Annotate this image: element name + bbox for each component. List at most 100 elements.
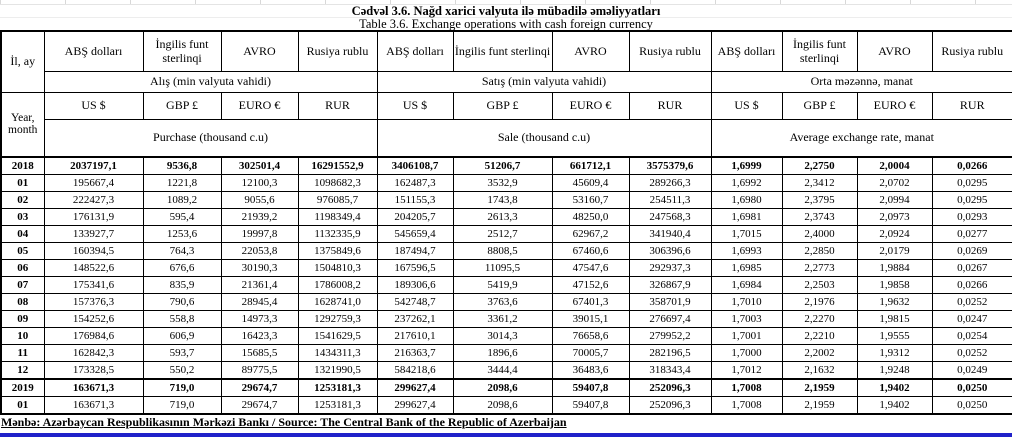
row-label: 2019 — [0, 378, 45, 397]
value-cell: 1221,8 — [142, 174, 222, 192]
value-cell: 1434311,3 — [297, 344, 378, 362]
value-cell: 2,1976 — [781, 293, 858, 311]
value-cell: 2,2773 — [781, 259, 858, 277]
code-eur-sale: EURO € — [551, 91, 630, 120]
code-usd-sale: US $ — [376, 91, 454, 120]
value-cell: 0,0252 — [931, 293, 1012, 311]
table-row: 11 162842,3 593,7 15685,5 1434311,3 216363,7 1… — [0, 344, 1012, 362]
value-cell: 163671,3 — [43, 378, 144, 397]
table-row: 06 148522,6 676,6 30190,3 1504810,3 167596,5 1… — [0, 259, 1012, 277]
value-cell: 3014,3 — [452, 327, 553, 345]
value-cell: 1,7003 — [710, 310, 783, 328]
value-cell: 1,9858 — [856, 276, 933, 294]
value-cell: 542748,7 — [376, 293, 454, 311]
col-header-eur-rate: AVRO — [856, 30, 933, 72]
value-cell: 0,0269 — [931, 242, 1012, 260]
value-cell: 292937,3 — [628, 259, 712, 277]
value-cell: 222427,3 — [43, 191, 144, 209]
value-cell: 1,7000 — [710, 344, 783, 362]
code-eur-rate: EURO € — [856, 91, 933, 120]
row-label: 02 — [0, 191, 45, 209]
value-cell: 2,0004 — [856, 156, 933, 175]
value-cell: 148522,6 — [43, 259, 144, 277]
value-cell: 2,3795 — [781, 191, 858, 209]
value-cell: 2098,6 — [452, 396, 553, 415]
value-cell: 187494,7 — [376, 242, 454, 260]
table-body: 2018 2037197,1 9536,8 302501,4 16291552,9 340… — [0, 156, 1012, 415]
value-cell: 593,7 — [142, 344, 222, 362]
value-cell: 341940,4 — [628, 225, 712, 243]
value-cell: 3361,2 — [452, 310, 553, 328]
code-usd-purchase: US $ — [43, 91, 144, 120]
value-cell: 1,7015 — [710, 225, 783, 243]
value-cell: 176131,9 — [43, 208, 144, 226]
value-cell: 1,9248 — [856, 361, 933, 380]
value-cell: 67401,3 — [551, 293, 630, 311]
value-cell: 1504810,3 — [297, 259, 378, 277]
value-cell: 0,0250 — [931, 378, 1012, 397]
value-cell: 252096,3 — [628, 396, 712, 415]
value-cell: 70005,7 — [551, 344, 630, 362]
row-label: 2018 — [0, 156, 45, 175]
row-label: 12 — [0, 361, 45, 380]
table-title-az: Cədvəl 3.6. Nağd xarici valyuta ilə müba… — [0, 5, 1012, 18]
code-eur-purchase: EURO € — [220, 91, 299, 120]
table-row: 2018 2037197,1 9536,8 302501,4 16291552,9 340… — [0, 156, 1012, 175]
value-cell: 19997,8 — [220, 225, 299, 243]
value-cell: 764,3 — [142, 242, 222, 260]
exchange-operations-table: İl, ay ABŞ dolları İngilis funt sterlinq… — [0, 30, 1012, 415]
value-cell: 584218,6 — [376, 361, 454, 380]
value-cell: 1,9632 — [856, 293, 933, 311]
row-label: 08 — [0, 293, 45, 311]
value-cell: 1321990,5 — [297, 361, 378, 380]
value-cell: 59407,8 — [551, 396, 630, 415]
value-cell: 0,0293 — [931, 208, 1012, 226]
row-label-header-az: İl, ay — [0, 30, 45, 93]
value-cell: 1,6992 — [710, 174, 783, 192]
value-cell: 14973,3 — [220, 310, 299, 328]
value-cell: 1,6984 — [710, 276, 783, 294]
value-cell: 21939,2 — [220, 208, 299, 226]
value-cell: 2,2503 — [781, 276, 858, 294]
value-cell: 676,6 — [142, 259, 222, 277]
value-cell: 0,0250 — [931, 396, 1012, 415]
value-cell: 2,0924 — [856, 225, 933, 243]
col-header-rur-rate: Rusiya rublu — [931, 30, 1012, 72]
value-cell: 2,2270 — [781, 310, 858, 328]
value-cell: 2,2210 — [781, 327, 858, 345]
code-rur-rate: RUR — [931, 91, 1012, 120]
value-cell: 318343,4 — [628, 361, 712, 380]
value-cell: 1253,6 — [142, 225, 222, 243]
value-cell: 62967,2 — [551, 225, 630, 243]
value-cell: 151155,3 — [376, 191, 454, 209]
table-row: 09 154252,6 558,8 14973,3 1292759,3 237262,1 3… — [0, 310, 1012, 328]
col-header-usd-rate: ABŞ dolları — [710, 30, 783, 72]
row-label: 09 — [0, 310, 45, 328]
col-header-eur-purchase: AVRO — [220, 30, 299, 72]
value-cell: 1628741,0 — [297, 293, 378, 311]
value-cell: 252096,3 — [628, 378, 712, 397]
value-cell: 76658,6 — [551, 327, 630, 345]
value-cell: 89775,5 — [220, 361, 299, 380]
value-cell: 204205,7 — [376, 208, 454, 226]
row-label: 10 — [0, 327, 45, 345]
col-header-rur-sale: Rusiya rublu — [628, 30, 712, 72]
value-cell: 16291552,9 — [297, 156, 378, 175]
row-label: 03 — [0, 208, 45, 226]
source-note: Mənbə: Azərbaycan Respublikasının Mərkəz… — [1, 415, 567, 429]
value-cell: 45609,4 — [551, 174, 630, 192]
table-row: 02 222427,3 1089,2 9055,6 976085,7 151155,3 17… — [0, 191, 1012, 209]
col-header-gbp-sale: İngilis funt sterlinqi — [452, 30, 553, 72]
value-cell: 1,9555 — [856, 327, 933, 345]
value-cell: 976085,7 — [297, 191, 378, 209]
value-cell: 1786008,2 — [297, 276, 378, 294]
value-cell: 1,6980 — [710, 191, 783, 209]
value-cell: 162842,3 — [43, 344, 144, 362]
value-cell: 2,2750 — [781, 156, 858, 175]
value-cell: 1,7012 — [710, 361, 783, 380]
value-cell: 1,7008 — [710, 378, 783, 397]
value-cell: 2,1959 — [781, 396, 858, 415]
value-cell: 11095,5 — [452, 259, 553, 277]
table-title-en: Table 3.6. Exchange operations with cash… — [359, 17, 653, 31]
